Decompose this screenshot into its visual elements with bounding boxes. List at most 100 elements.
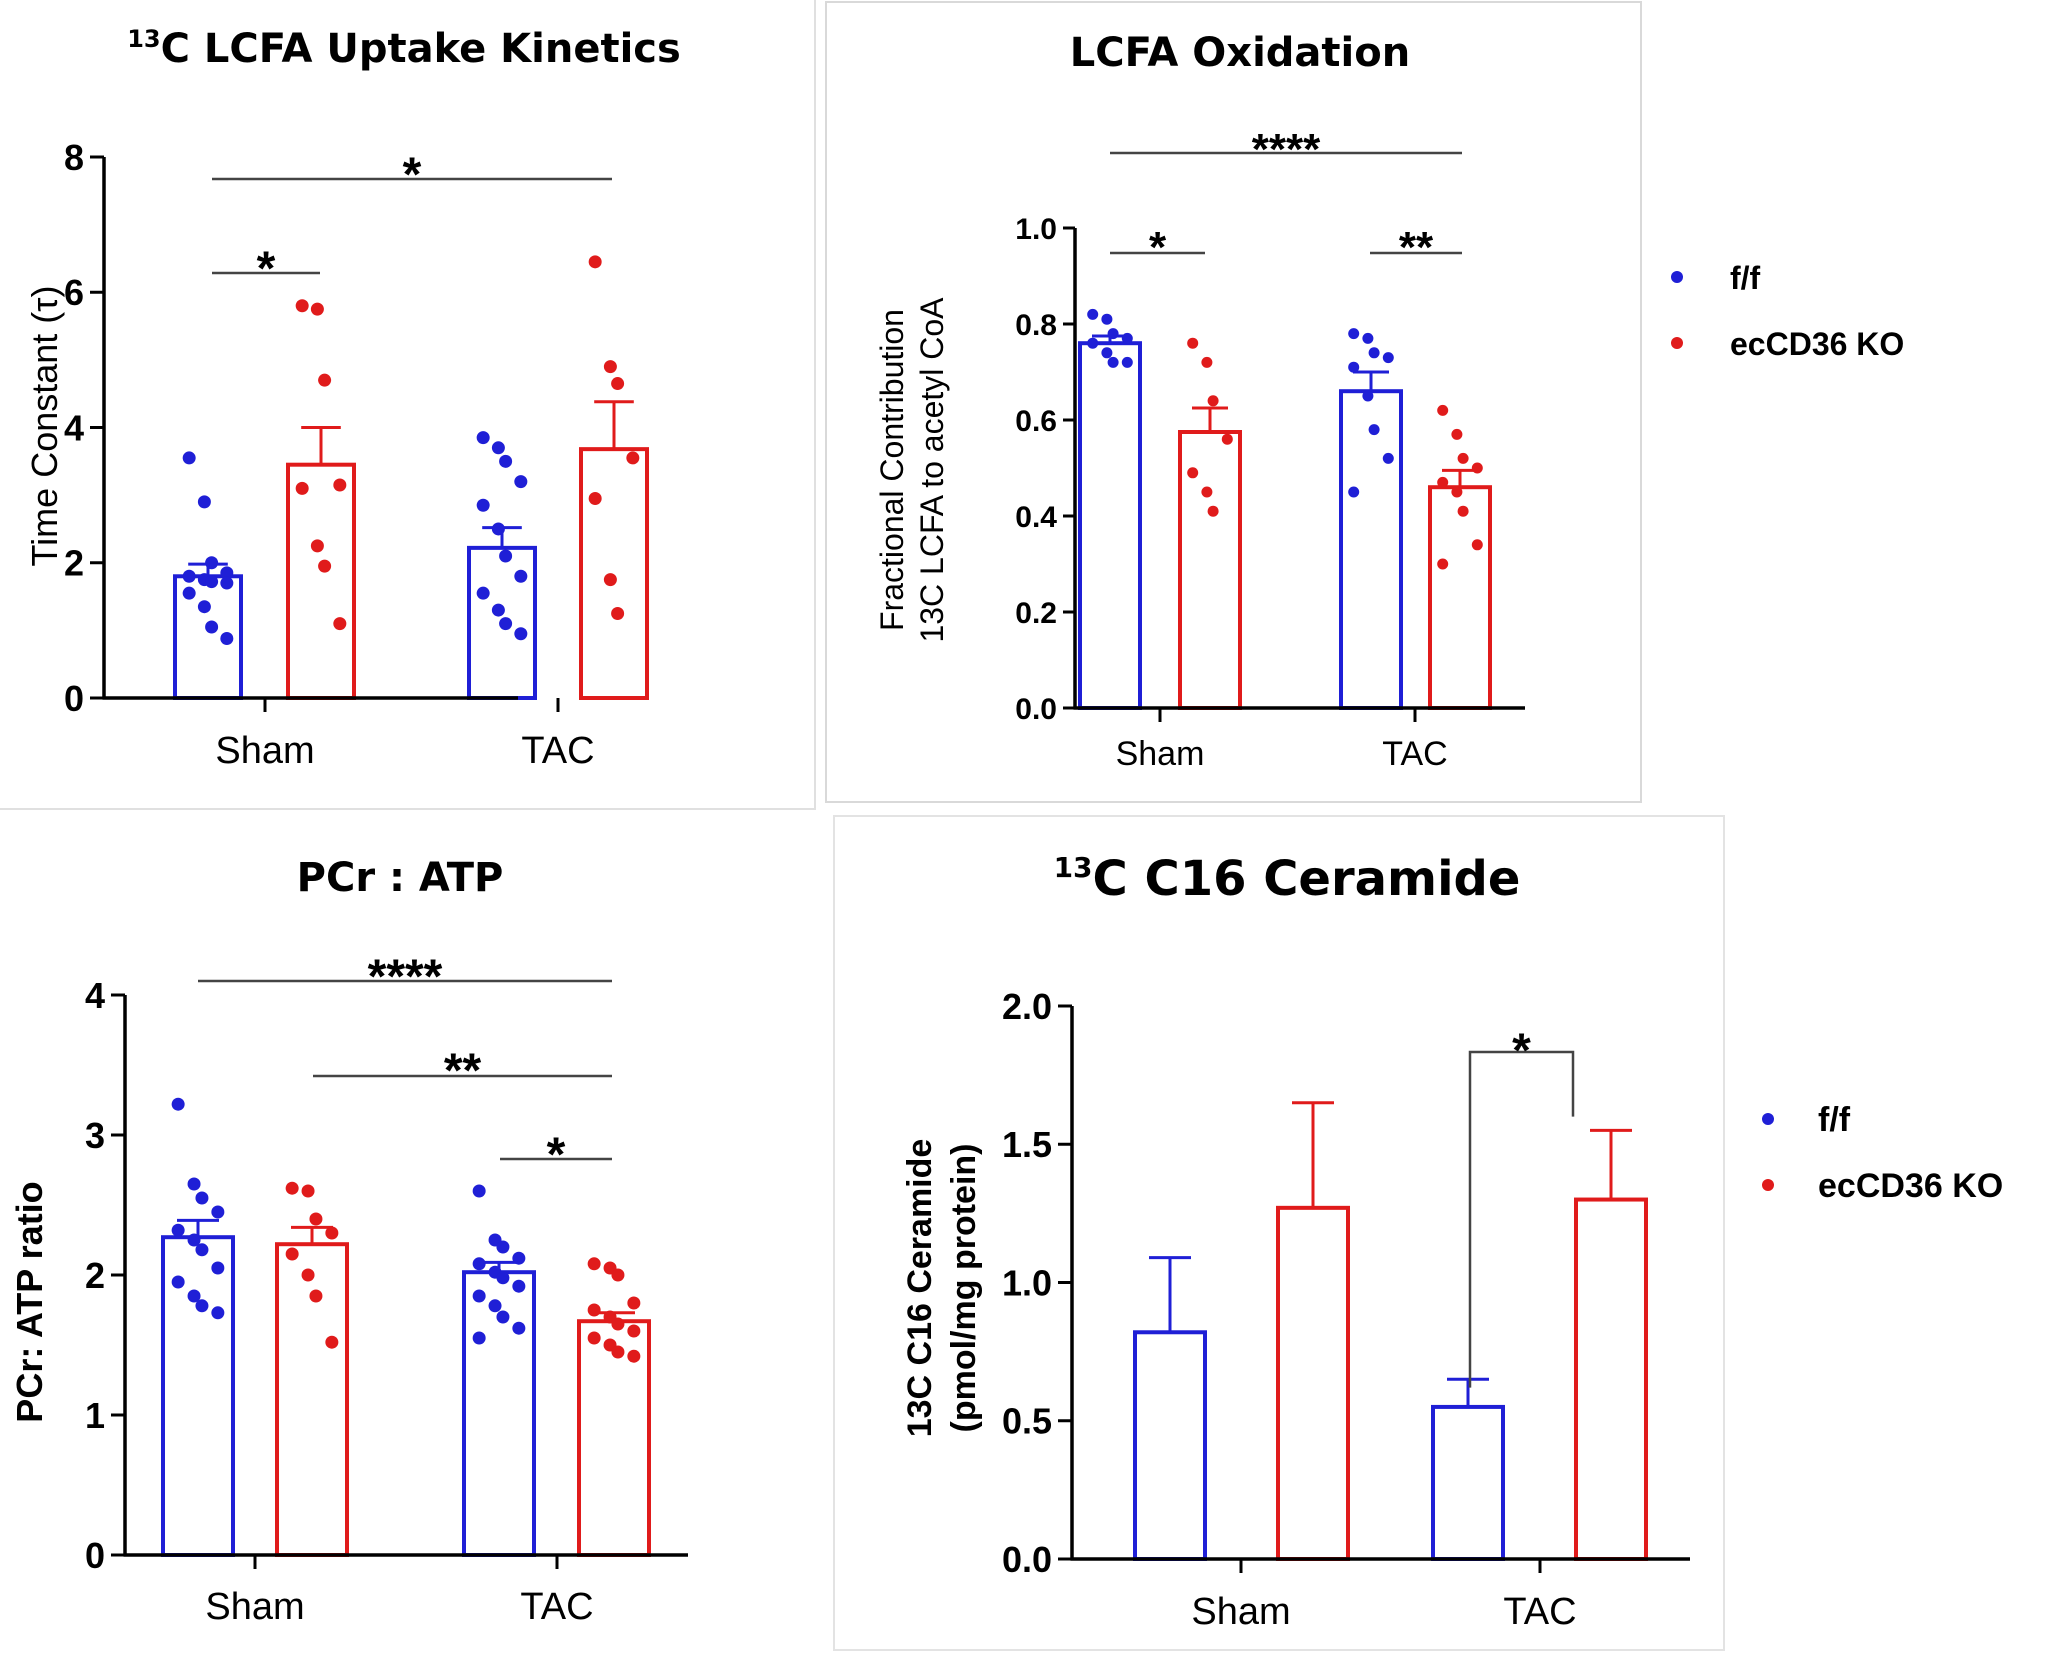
legend-bottom: f/f ecCD36 KO (1762, 1101, 2003, 1205)
data-point (496, 1240, 510, 1254)
chart-title: 13C C16 Ceramide (1054, 851, 1521, 907)
bar (1428, 485, 1492, 711)
data-point (1368, 347, 1380, 359)
data-point (476, 498, 490, 512)
data-point (220, 566, 234, 580)
x-labels: Sham TAC (1191, 1559, 1577, 1633)
x-tick-label: Sham (205, 1586, 304, 1628)
y-axis-label-line1: 13C C16 Ceramide (901, 1139, 939, 1438)
data-point (611, 1317, 625, 1331)
data-point (1087, 337, 1099, 349)
y-ticks: 0 1 2 3 4 (85, 975, 125, 1576)
data-point (472, 1257, 486, 1271)
chart-title: 13C LCFA Uptake Kinetics (127, 25, 681, 72)
y-axis-label: PCr: ATP ratio (9, 1181, 50, 1422)
chart-lcfa-oxidation: LCFA Oxidation Fractional Contribution 1… (874, 30, 1525, 773)
data-point (295, 299, 309, 313)
data-point (491, 441, 505, 455)
x-tick-label: Sham (215, 730, 314, 772)
axes (102, 157, 518, 700)
data-point (472, 1184, 486, 1198)
significance-label: **** (1252, 125, 1321, 174)
data-point (488, 1299, 502, 1313)
data-point (1121, 332, 1133, 344)
chart-pcr-atp: PCr : ATP PCr: ATP ratio 0 1 2 3 4 Sham TAC *… (9, 855, 688, 1628)
data-point (627, 1296, 641, 1310)
data-point (1107, 328, 1119, 340)
data-point (1362, 390, 1374, 402)
data-point (187, 1177, 201, 1191)
chart-c16-ceramide: 13C C16 Ceramide 13C C16 Ceramide (pmol/… (901, 851, 1690, 1633)
panel-frame-tr (825, 1, 1642, 803)
data-point (333, 478, 347, 492)
data-point (318, 373, 332, 387)
data-point (603, 573, 617, 587)
y-tick-label: 4 (85, 975, 105, 1016)
data-point (1437, 404, 1449, 416)
y-ticks: 0 2 4 6 8 (64, 137, 104, 719)
y-tick-label: 0.0 (1015, 693, 1057, 726)
bar (1133, 1330, 1207, 1562)
data-marks (1133, 1101, 1648, 1562)
data-point (1382, 452, 1394, 464)
data-point (205, 556, 219, 570)
data-point (211, 1306, 225, 1320)
legend-marker-ko (1762, 1179, 1774, 1191)
x-tick-label: TAC (1382, 735, 1447, 773)
data-point (220, 631, 234, 645)
data-point (197, 600, 211, 614)
y-tick-label: 6 (64, 272, 84, 313)
x-labels: Sham TAC (1116, 708, 1448, 773)
data-marks (173, 255, 649, 701)
x-tick-label: TAC (520, 1586, 593, 1628)
significance-label: * (1149, 223, 1167, 272)
y-tick-label: 2.0 (1002, 986, 1052, 1027)
data-point (1368, 424, 1380, 436)
significance-label: * (1512, 1024, 1531, 1077)
data-point (205, 575, 219, 589)
data-point (325, 1226, 339, 1240)
panel-frame-br (833, 815, 1725, 1651)
y-tick-label: 1.0 (1002, 1262, 1052, 1303)
data-point (1201, 356, 1213, 368)
data-point (491, 603, 505, 617)
title-superscript: 13 (127, 25, 160, 53)
data-point (1451, 486, 1463, 498)
legend-marker-ko (1671, 337, 1683, 349)
bar (579, 447, 649, 701)
data-point (1451, 428, 1463, 440)
data-point (611, 1345, 625, 1359)
data-point (514, 627, 528, 641)
significance-marks: ** (212, 148, 612, 295)
axes (1073, 228, 1525, 710)
y-tick-label: 0.2 (1015, 597, 1057, 630)
data-point (285, 1181, 299, 1195)
significance-marks: ******* (198, 950, 612, 1181)
data-point (627, 1324, 641, 1338)
data-point (1187, 467, 1199, 479)
bar (1276, 1205, 1350, 1561)
y-ticks: 0.0 0.2 0.4 0.6 0.8 1.0 (1015, 213, 1075, 726)
y-tick-label: 0 (85, 1535, 105, 1576)
data-point (1101, 347, 1113, 359)
y-tick-label: 0.6 (1015, 405, 1057, 438)
data-point (195, 1191, 209, 1205)
data-point (491, 522, 505, 536)
data-point (1207, 395, 1219, 407)
data-point (499, 549, 513, 563)
x-tick-label: TAC (521, 730, 594, 772)
legend-label-ko: ecCD36 KO (1730, 326, 1904, 362)
data-point (325, 1335, 339, 1349)
data-point (1471, 462, 1483, 474)
data-point (182, 569, 196, 583)
significance-label: ** (444, 1044, 482, 1097)
x-labels: Sham TAC (215, 698, 595, 772)
title-text: C LCFA Uptake Kinetics (161, 26, 681, 72)
data-marks (161, 1097, 651, 1557)
data-point (195, 1243, 209, 1257)
y-tick-label: 0.0 (1002, 1539, 1052, 1580)
y-tick-label: 1 (85, 1395, 105, 1436)
y-axis-label-line2: (pmol/mg protein) (945, 1144, 983, 1433)
data-marks (1078, 308, 1492, 711)
